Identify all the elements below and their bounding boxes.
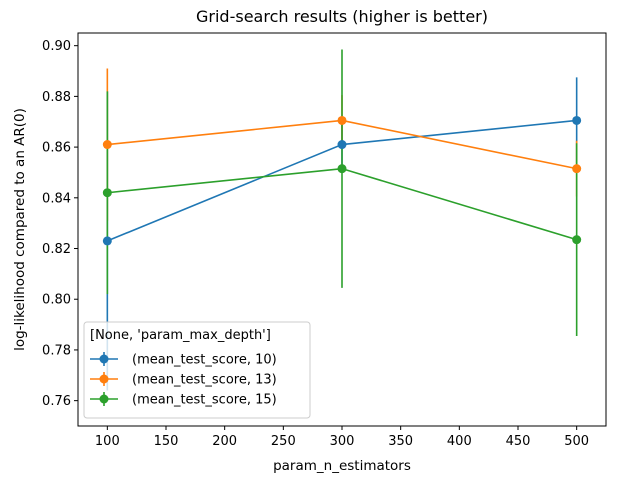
y-tick-label: 0.90 <box>42 39 71 54</box>
y-tick-label: 0.80 <box>42 293 71 308</box>
y-tick-label: 0.88 <box>42 90 71 105</box>
chart-title: Grid-search results (higher is better) <box>196 7 488 26</box>
legend-label: (mean_test_score, 10) <box>132 353 277 368</box>
axes: 100 150 200 250 300 350 400 450 500 0.76 0.78 0.80 0… <box>42 39 589 449</box>
legend-marker <box>99 394 109 404</box>
y-tick-label: 0.84 <box>42 191 71 206</box>
data-point <box>337 140 347 150</box>
x-tick-label: 250 <box>271 434 296 449</box>
x-tick-label: 350 <box>388 434 413 449</box>
x-tick-label: 400 <box>447 434 472 449</box>
data-point <box>572 235 582 245</box>
x-tick-label: 100 <box>95 434 120 449</box>
legend-box <box>83 321 311 419</box>
data-point <box>102 236 112 246</box>
series-group <box>102 49 582 391</box>
y-tick-label: 0.78 <box>42 343 71 358</box>
data-point <box>337 115 347 125</box>
data-point <box>102 140 112 150</box>
x-tick-label: 450 <box>506 434 531 449</box>
data-point <box>102 188 112 198</box>
data-point <box>337 164 347 174</box>
x-tick-label: 150 <box>154 434 179 449</box>
y-tick-label: 0.76 <box>42 394 71 409</box>
x-axis-label: param_n_estimators <box>273 458 411 474</box>
legend-marker <box>99 354 109 364</box>
y-tick-label: 0.82 <box>42 242 71 257</box>
x-tick-label: 300 <box>330 434 355 449</box>
legend: [None, 'param_max_depth'] (mean_test_scor… <box>83 321 311 419</box>
y-axis-label: log-likelihood compared to an AR(0) <box>12 108 28 351</box>
data-point <box>572 115 582 125</box>
legend-label: (mean_test_score, 13) <box>132 373 277 388</box>
x-tick-label: 200 <box>212 434 237 449</box>
data-point <box>572 164 582 174</box>
x-tick-label: 500 <box>564 434 589 449</box>
legend-label: (mean_test_score, 15) <box>132 393 277 408</box>
legend-marker <box>99 374 109 384</box>
y-tick-label: 0.86 <box>42 141 71 156</box>
legend-title: [None, 'param_max_depth'] <box>90 328 271 343</box>
data-marks <box>102 49 582 391</box>
plot-frame <box>77 32 607 427</box>
